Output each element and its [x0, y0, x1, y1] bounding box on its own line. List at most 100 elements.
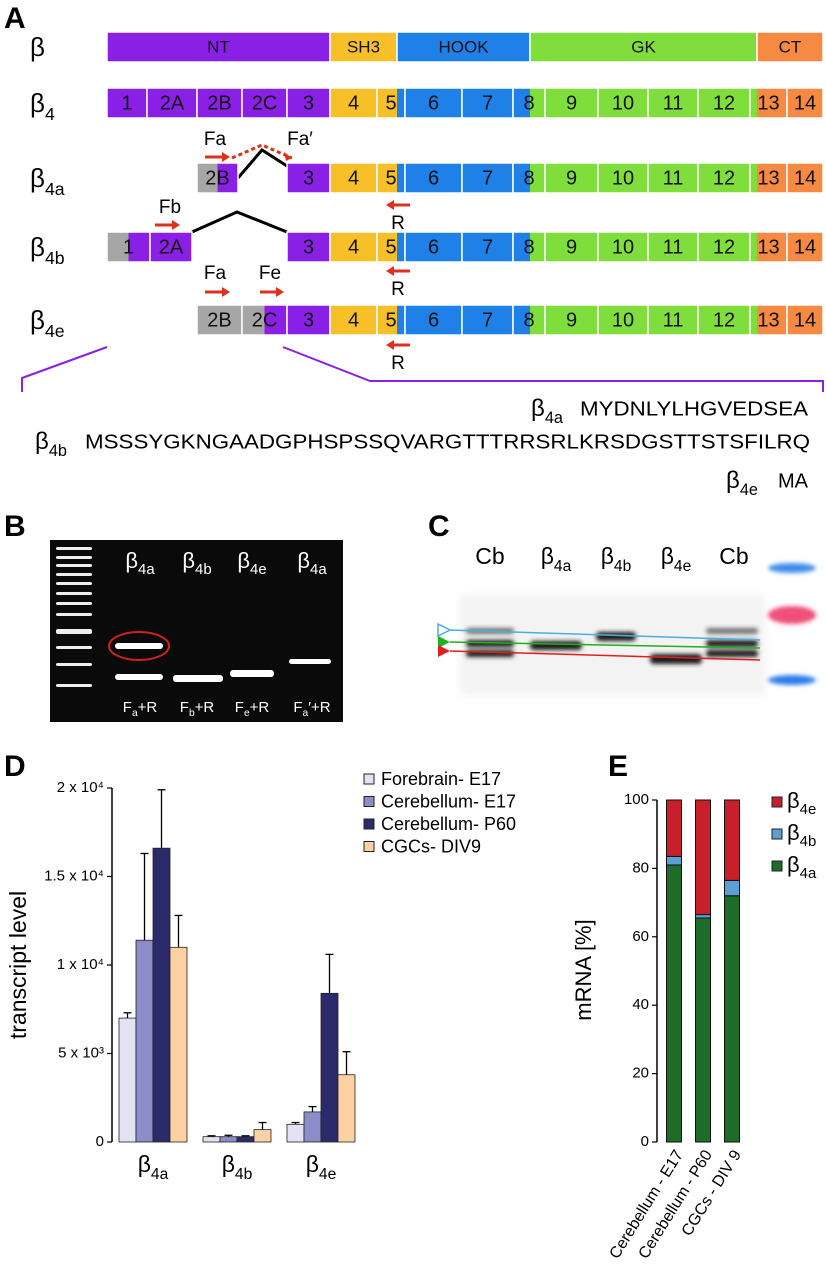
exon — [149, 231, 193, 263]
legend-label: Cerebellum- E17 — [381, 791, 516, 811]
exon-label: 5 — [385, 309, 396, 331]
primer-arrowhead — [386, 266, 394, 276]
exon-label: 13 — [757, 92, 779, 114]
y-tick-label: 1.5 x 10⁴ — [44, 867, 104, 884]
x-tick-label: β4e — [306, 1151, 337, 1183]
exon-label: 14 — [794, 309, 816, 331]
exon-label: 3 — [303, 309, 314, 331]
legend-label: Cerebellum- P60 — [381, 814, 516, 834]
primer-arrowhead — [276, 287, 284, 297]
exon-label: 12 — [713, 167, 735, 189]
exon-label: 6 — [428, 167, 439, 189]
exon-label: 9 — [566, 309, 577, 331]
primer-arrowhead — [222, 152, 230, 162]
exon-label: 10 — [612, 167, 634, 189]
text-part: 4a — [45, 179, 65, 199]
exon-part — [530, 305, 545, 335]
text-part: +R — [138, 699, 158, 716]
exon-part — [757, 163, 787, 193]
exon-label: 13 — [757, 167, 779, 189]
marker-triangle — [438, 645, 450, 657]
marker-triangle — [437, 622, 452, 638]
exon-label: 11 — [663, 236, 684, 258]
exon — [329, 304, 378, 336]
primer-pair-label: Fe+R — [235, 699, 270, 719]
exon-label: 2A — [160, 92, 185, 114]
exon — [404, 304, 463, 336]
exon-part — [242, 305, 265, 335]
exon-label: 9 — [566, 167, 577, 189]
lane-label: β4b — [182, 548, 211, 579]
bar-segment — [695, 914, 711, 919]
text-part: 4e — [45, 321, 65, 341]
exon-label: 2B — [205, 167, 229, 189]
text-part: β — [661, 543, 674, 569]
bar — [202, 1136, 221, 1143]
band-guide — [449, 629, 761, 641]
x-tick-label: β4b — [222, 1151, 253, 1183]
sequence-name: β4a — [531, 395, 564, 427]
exon — [461, 87, 514, 119]
panel-label: B — [4, 510, 26, 543]
exon — [241, 87, 288, 119]
exon — [756, 31, 824, 63]
text-part: 4 — [45, 104, 55, 124]
legend-label: β4a — [787, 852, 817, 883]
bar — [169, 946, 188, 1143]
exon-part — [530, 163, 545, 193]
exon-part — [530, 88, 545, 118]
text-part: 4a — [545, 409, 564, 427]
text-part: 4a — [800, 865, 817, 882]
exon — [597, 87, 649, 119]
primer-arrowhead — [222, 287, 230, 297]
sequence: MYDNLYLHGVEDSEA — [580, 398, 809, 420]
exon-part — [513, 163, 530, 193]
lane-label: Cb — [475, 543, 504, 569]
text-part: β — [306, 1151, 319, 1177]
text-part: 4e — [674, 558, 691, 575]
exon-label: 4 — [348, 92, 359, 114]
exon-label: 3 — [303, 92, 314, 114]
text-part: β — [182, 548, 195, 573]
y-tick-label: 0 — [96, 1133, 104, 1150]
text-part: 4a — [310, 561, 327, 578]
sequence-name: β4e — [726, 467, 758, 499]
exon-label: 13 — [757, 236, 779, 258]
text-part: β — [30, 163, 45, 193]
exon — [786, 162, 824, 194]
bar — [152, 847, 171, 1143]
bar-segment — [695, 917, 711, 1143]
exon-part — [217, 163, 238, 193]
legend-swatch — [771, 828, 783, 840]
text-part: 4a — [138, 561, 155, 578]
bar — [303, 1111, 322, 1143]
text-part: Cb — [719, 543, 748, 569]
text-part: a — [303, 708, 309, 719]
y-tick-label: 80 — [632, 859, 649, 876]
y-tick-label: 100 — [624, 791, 649, 808]
bracket — [282, 346, 824, 392]
legend-swatch — [363, 841, 375, 852]
legend-label: Forebrain- E17 — [381, 769, 501, 789]
exon-label: 13 — [757, 309, 779, 331]
y-tick-label: 20 — [632, 1065, 649, 1082]
splice-connector — [236, 148, 288, 179]
text-part: β — [237, 548, 250, 573]
exon-part — [513, 88, 530, 118]
primer-pair-label: Fa+R — [123, 699, 158, 719]
y-tick-label: 40 — [632, 996, 649, 1013]
exon-label: 2A — [159, 236, 184, 258]
row-label: β4a — [30, 163, 65, 199]
y-axis-label: transcript level — [5, 891, 31, 1039]
exon — [597, 162, 649, 194]
primer-arrowhead — [284, 152, 292, 161]
exon-label: 7 — [482, 309, 493, 331]
exon-label: 2C — [252, 309, 278, 331]
bar — [337, 1074, 356, 1143]
marker-triangle — [438, 636, 450, 648]
primer-label: Fe — [259, 263, 281, 284]
exon-label: 6 — [428, 309, 439, 331]
exon — [461, 231, 514, 263]
legend-label: β4e — [787, 788, 816, 819]
